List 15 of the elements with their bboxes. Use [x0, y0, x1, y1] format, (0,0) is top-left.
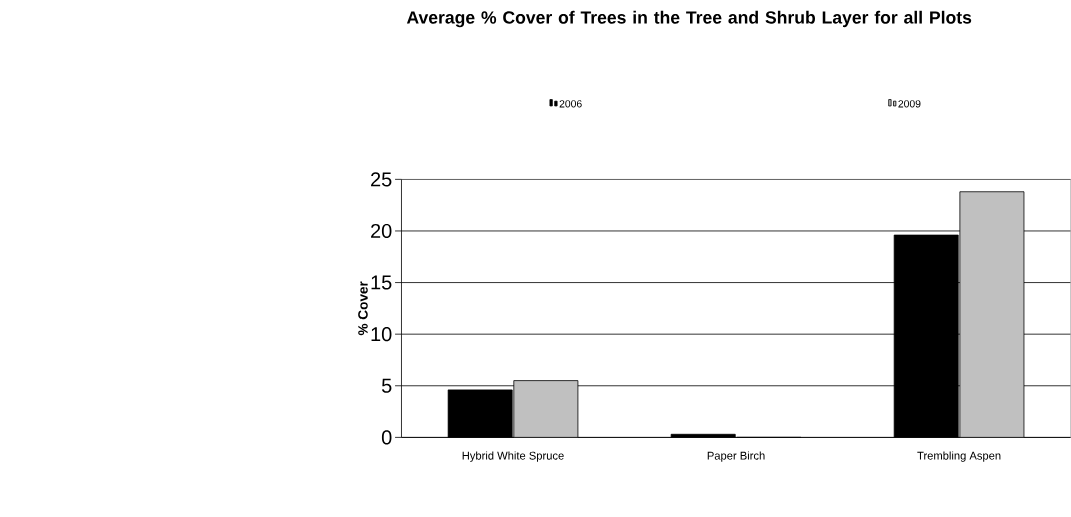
- y-tick-label: 10: [371, 327, 392, 342]
- x-tick-label: Trembling Aspen: [917, 451, 1001, 462]
- y-tick-label: 0: [381, 430, 392, 445]
- y-tick-label: 25: [371, 172, 392, 187]
- y-tick-label: 20: [371, 223, 392, 239]
- legend-label: 2009: [898, 100, 921, 108]
- legend-label: 2006: [559, 100, 582, 108]
- bar: [959, 191, 1025, 438]
- chart-title: Average % Cover of Trees in the Tree and Shrub Layer for all Plots: [406, 10, 972, 28]
- x-tick-label: Paper Birch: [707, 451, 765, 462]
- y-tick-label: 5: [381, 378, 392, 393]
- y-tick-label: 15: [371, 275, 392, 290]
- x-tick-label: Hybrid White Spruce: [462, 451, 564, 462]
- y-axis-title: % Cover: [358, 281, 368, 336]
- bar: [513, 380, 579, 438]
